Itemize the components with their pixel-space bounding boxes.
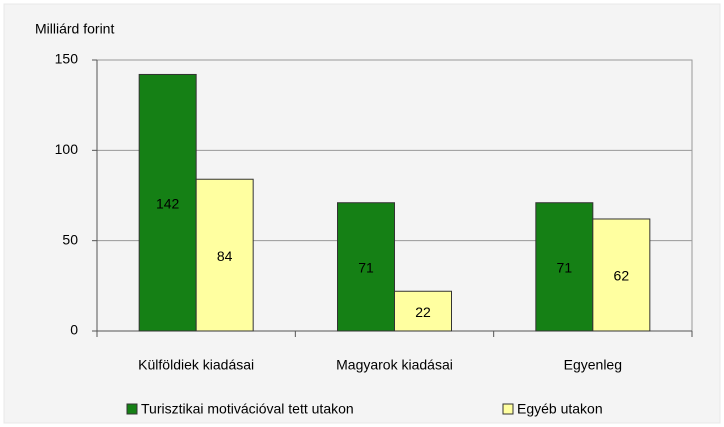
x-tick-label: Magyarok kiadásai bbox=[336, 357, 453, 373]
bar bbox=[195, 178, 254, 332]
data-label: 84 bbox=[217, 248, 233, 264]
y-tick-label: 0 bbox=[70, 322, 78, 338]
data-label: 142 bbox=[156, 195, 180, 211]
data-label: 62 bbox=[614, 268, 630, 284]
legend-swatch bbox=[126, 403, 138, 415]
bar bbox=[535, 202, 594, 332]
y-tick-label: 50 bbox=[62, 231, 78, 247]
y-tick-label: 150 bbox=[55, 51, 79, 67]
bar bbox=[394, 290, 452, 332]
bar bbox=[138, 73, 197, 332]
legend-label: Egyéb utakon bbox=[517, 401, 603, 417]
data-label: 22 bbox=[415, 304, 431, 320]
x-tick-label: Egyenleg bbox=[564, 357, 622, 373]
legend-label: Turisztikai motivációval tett utakon bbox=[141, 401, 354, 417]
y-axis-label: Milliárd forint bbox=[35, 21, 114, 37]
bar bbox=[337, 202, 395, 332]
bar bbox=[592, 218, 651, 332]
legend-swatch bbox=[502, 403, 514, 415]
y-tick-label: 100 bbox=[55, 141, 79, 157]
data-label: 71 bbox=[557, 260, 573, 276]
x-tick-label: Külföldiek kiadásai bbox=[138, 357, 254, 373]
data-label: 71 bbox=[358, 260, 374, 276]
